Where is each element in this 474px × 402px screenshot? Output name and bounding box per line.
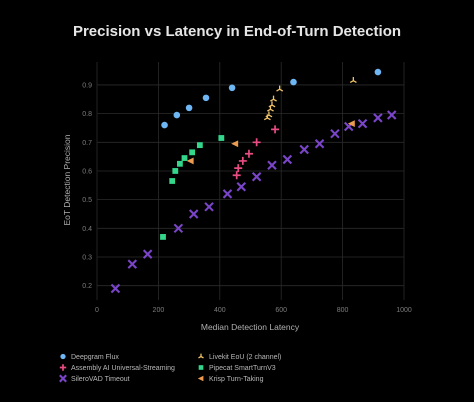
legend-item: SileroVAD Timeout xyxy=(59,374,130,383)
y-tick-label: 0.4 xyxy=(82,226,92,233)
data-marks xyxy=(110,68,397,294)
y-tick-label: 0.8 xyxy=(82,111,92,118)
data-point xyxy=(373,113,383,123)
data-point xyxy=(172,168,179,174)
data-point xyxy=(314,138,325,149)
data-point xyxy=(186,157,194,165)
y-tick-label: 0.9 xyxy=(82,82,92,89)
series-silerovad-timeout xyxy=(110,110,397,294)
series-deepgram-flux xyxy=(161,68,382,129)
x-tick-label: 400 xyxy=(214,307,226,314)
data-point xyxy=(231,140,239,148)
y-tick-label: 0.2 xyxy=(82,283,92,290)
data-point xyxy=(169,178,176,184)
legend-marker xyxy=(59,374,67,383)
data-point xyxy=(232,171,241,180)
legend-marker xyxy=(197,375,204,382)
axis-ticks: 0 200 400 600 800 1000 0.2 0.3 0.4 0.5 0.6 0.7 0.8 0.… xyxy=(82,82,412,314)
data-point xyxy=(202,94,210,102)
data-point xyxy=(161,121,168,129)
x-tick-label: 800 xyxy=(337,307,349,314)
x-tick-label: 0 xyxy=(95,307,99,314)
data-point xyxy=(386,110,397,120)
y-axis-label: EoT Detection Precision xyxy=(62,134,72,225)
legend-label: Krisp Turn-Taking xyxy=(209,376,264,383)
data-point xyxy=(181,155,188,161)
data-point xyxy=(374,68,382,76)
legend-item: Krisp Turn-Taking xyxy=(197,375,264,383)
data-point xyxy=(268,101,276,108)
series-assembly-ai-universal-streaming xyxy=(232,125,280,180)
x-axis-label: Median Detection Latency xyxy=(201,322,300,332)
y-tick-label: 0.5 xyxy=(82,197,92,204)
data-point xyxy=(234,164,243,173)
series-livekit-eou-2-channel xyxy=(263,77,357,121)
data-point xyxy=(176,160,183,167)
data-point xyxy=(349,77,357,84)
legend-label: Livekit EoU (2 channel) xyxy=(209,354,281,361)
legend-marker xyxy=(60,353,66,360)
legend-item: Livekit EoU (2 channel) xyxy=(198,353,281,361)
legend-marker xyxy=(59,364,67,371)
data-point xyxy=(238,156,247,165)
data-point xyxy=(196,142,203,149)
y-tick-label: 0.7 xyxy=(82,140,92,147)
legend-label: SileroVAD Timeout xyxy=(71,376,130,383)
x-tick-label: 1000 xyxy=(396,307,412,314)
data-point xyxy=(299,144,309,155)
legend-label: Deepgram Flux xyxy=(71,354,119,361)
data-point xyxy=(142,249,153,259)
data-point xyxy=(282,154,293,165)
series-pipecat-smartturnv3 xyxy=(160,135,225,240)
data-point xyxy=(271,125,280,134)
data-point xyxy=(218,135,225,141)
data-point xyxy=(290,78,297,86)
y-tick-label: 0.6 xyxy=(82,168,92,175)
data-point xyxy=(276,85,284,92)
legend: Deepgram Flux Assembly AI Universal-Strea… xyxy=(59,353,281,383)
data-point xyxy=(251,171,262,182)
data-point xyxy=(267,160,277,170)
legend-item: Pipecat SmartTurnV3 xyxy=(198,365,276,372)
data-point xyxy=(173,111,181,119)
data-point xyxy=(189,149,196,156)
legend-label: Assembly AI Universal-Streaming xyxy=(71,365,175,372)
data-point xyxy=(228,84,236,92)
chart-title: Precision vs Latency in End-of-Turn Dete… xyxy=(73,23,401,40)
legend-label: Pipecat SmartTurnV3 xyxy=(209,365,276,372)
data-point xyxy=(204,202,214,212)
x-tick-label: 200 xyxy=(153,307,165,314)
data-point xyxy=(110,283,121,294)
data-point xyxy=(236,181,247,192)
y-tick-label: 0.3 xyxy=(82,254,92,261)
data-point xyxy=(330,128,340,139)
series-krisp-turn-taking xyxy=(186,120,355,165)
data-point xyxy=(222,189,233,199)
grid xyxy=(96,62,405,300)
data-point xyxy=(270,95,277,102)
x-tick-label: 600 xyxy=(275,307,287,314)
data-point xyxy=(252,138,261,147)
data-point xyxy=(347,120,355,128)
data-point xyxy=(160,234,166,240)
legend-item: Assembly AI Universal-Streaming xyxy=(59,364,175,372)
data-point xyxy=(244,149,253,158)
data-point xyxy=(173,223,184,234)
data-point xyxy=(265,111,273,118)
legend-item: Deepgram Flux xyxy=(60,353,119,361)
legend-marker xyxy=(198,353,204,359)
data-point xyxy=(188,209,199,219)
data-point xyxy=(185,104,193,112)
data-point xyxy=(357,118,368,129)
data-point xyxy=(127,259,138,269)
legend-marker xyxy=(198,365,204,370)
